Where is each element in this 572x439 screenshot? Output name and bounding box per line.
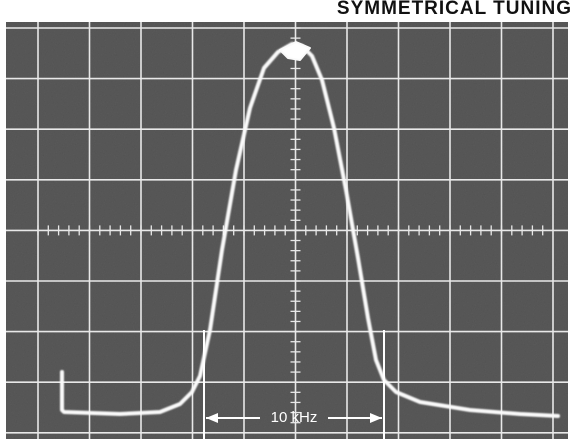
trace-peak	[279, 41, 311, 61]
arrow-left-head	[206, 413, 218, 423]
graticule	[6, 22, 568, 439]
bandwidth-label: 10 kHz	[271, 409, 318, 426]
trace	[60, 41, 560, 418]
arrow-right-head	[370, 413, 382, 423]
title: SYMMETRICAL TUNING	[337, 0, 572, 19]
